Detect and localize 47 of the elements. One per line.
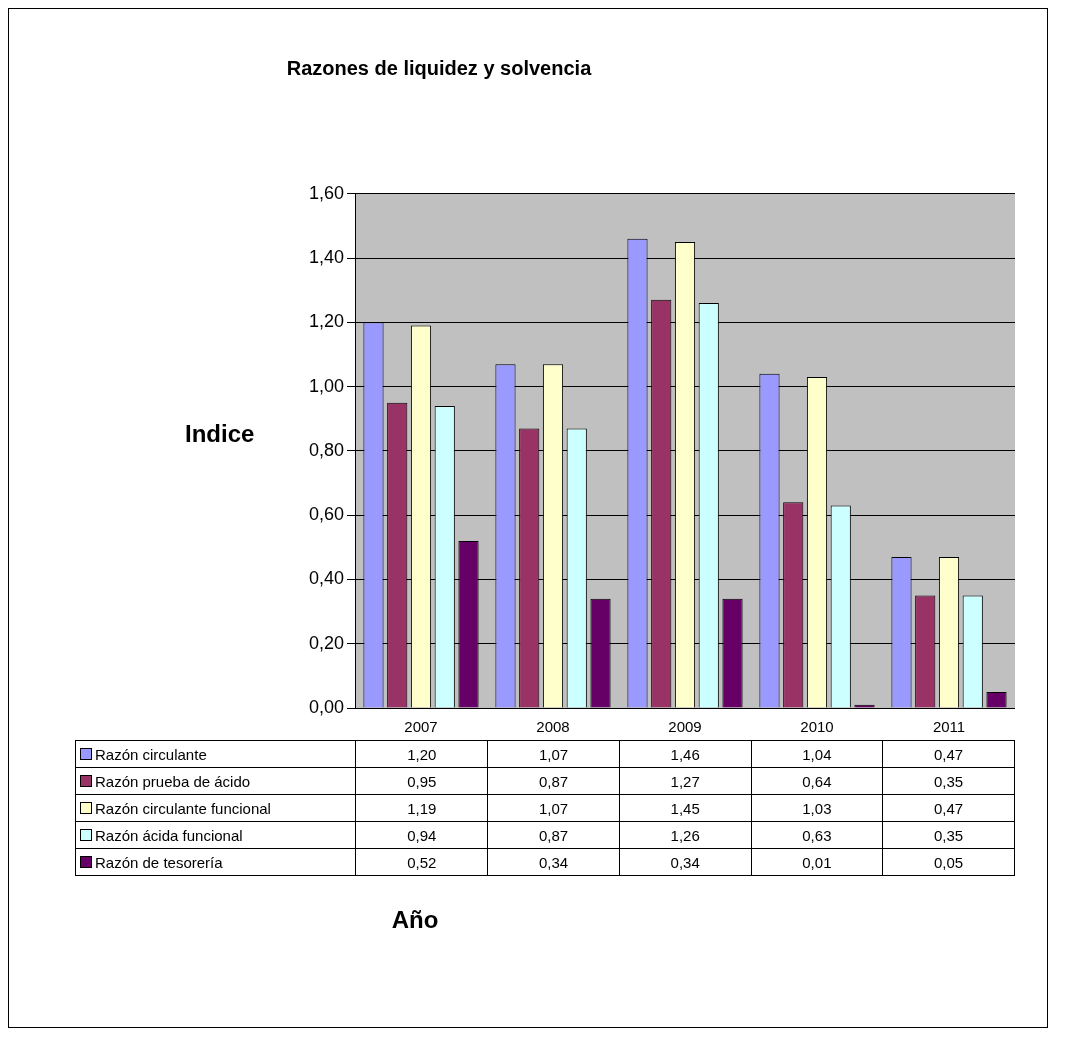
data-label: 1,03 <box>751 794 883 822</box>
y-tick-label: 1,20 <box>308 311 344 332</box>
data-label: 1,07 <box>487 740 620 768</box>
y-tick-label: 0,60 <box>308 504 344 525</box>
data-label: 0,01 <box>751 848 883 876</box>
data-label: 0,52 <box>355 848 488 876</box>
y-tick-label: 0,40 <box>308 568 344 589</box>
chart-title: Razones de liquidez y solvencia <box>285 56 593 80</box>
x-tick-label: 2009 <box>668 718 702 736</box>
data-label: 1,07 <box>487 794 620 822</box>
data-label: 1,20 <box>355 740 488 768</box>
legend-label: Razón ácida funcional <box>75 821 356 849</box>
text: Año <box>390 906 440 934</box>
data-label: 0,63 <box>751 821 883 849</box>
y-tick-label: 1,60 <box>308 182 344 203</box>
y-tick-label: 0,20 <box>308 632 344 653</box>
y-tick-label: 0,80 <box>308 439 344 460</box>
data-label: 0,05 <box>882 848 1015 876</box>
data-label: 0,47 <box>882 794 1015 822</box>
data-label: 1,19 <box>355 794 488 822</box>
data-label: 1,27 <box>619 767 752 795</box>
data-label: 0,94 <box>355 821 488 849</box>
legend-label: Razón de tesorería <box>75 848 356 876</box>
data-label: 0,95 <box>355 767 488 795</box>
data-label: 0,87 <box>487 767 620 795</box>
data-label: 1,26 <box>619 821 752 849</box>
y-axis-title: Indice <box>185 420 255 448</box>
data-label: 0,35 <box>882 821 1015 849</box>
data-label: 0,34 <box>619 848 752 876</box>
x-tick-label: 2011 <box>932 718 966 736</box>
data-label: 0,87 <box>487 821 620 849</box>
y-tick-label: 1,40 <box>308 247 344 268</box>
data-label: 0,34 <box>487 848 620 876</box>
legend-label: Razón circulante <box>75 740 356 768</box>
data-label: 1,46 <box>619 740 752 768</box>
x-tick-label: 2008 <box>536 718 570 736</box>
legend-label: Razón prueba de ácido <box>75 767 356 795</box>
data-label: 0,64 <box>751 767 883 795</box>
data-label: 0,35 <box>882 767 1015 795</box>
y-tick-label: 1,00 <box>308 375 344 396</box>
x-tick-label: 2007 <box>404 718 438 736</box>
data-label: 1,04 <box>751 740 883 768</box>
legend-label: Razón circulante funcional <box>75 794 356 822</box>
data-label: 0,47 <box>882 740 1015 768</box>
data-label: 1,45 <box>619 794 752 822</box>
x-tick-label: 2010 <box>800 718 834 736</box>
y-tick-label: 0,00 <box>308 696 344 717</box>
